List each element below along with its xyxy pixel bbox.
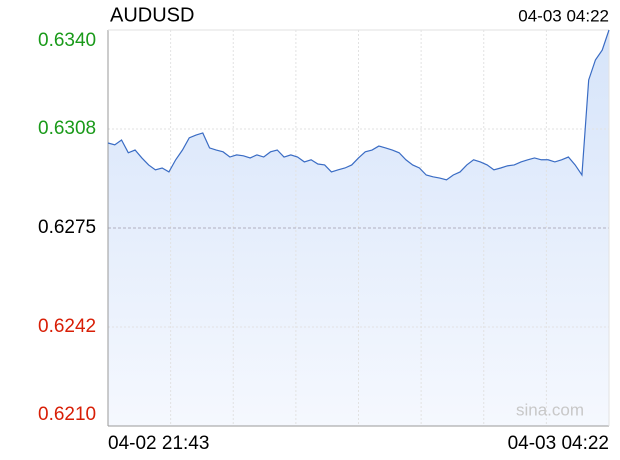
line (107, 29, 610, 181)
y-tick-label: 0.6210 (38, 404, 96, 425)
y-tick-label: 0.6308 (38, 118, 96, 139)
watermark: sina.com (516, 400, 584, 419)
timestamp: 04-03 04:22 (518, 6, 609, 25)
x-tick-label: 04-03 04:22 (508, 433, 609, 454)
y-tick-label: 0.6340 (38, 30, 96, 51)
chart-title: AUDUSD (110, 4, 194, 26)
y-tick-label: 0.6242 (38, 316, 96, 337)
x-tick-label: 04-02 21:43 (108, 433, 209, 454)
y-tick-label: 0.6275 (38, 217, 96, 238)
